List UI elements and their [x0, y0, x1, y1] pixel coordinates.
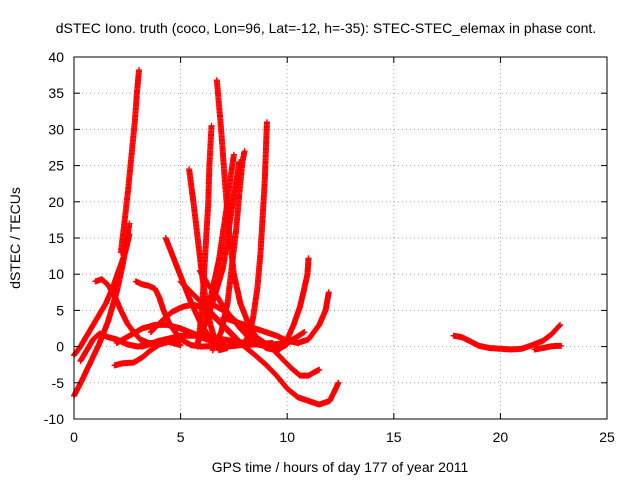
series-track-12 [194, 122, 215, 350]
x-axis-label: GPS time / hours of day 177 of year 2011 [212, 459, 469, 475]
series-markers [117, 67, 142, 256]
y-axis-label: dSTEC / TECUs [7, 187, 23, 289]
series-track-25 [531, 342, 565, 353]
y-tick-label: 15 [48, 230, 64, 246]
series-markers [177, 278, 342, 408]
y-tick-label: 30 [48, 121, 64, 137]
y-tick-label: 35 [48, 85, 64, 101]
series-track-6 [111, 337, 184, 369]
y-tick-label: -5 [52, 375, 65, 391]
y-tick-label: -10 [44, 411, 64, 427]
x-tick-label: 0 [70, 429, 78, 445]
y-tick-label: 5 [56, 302, 64, 318]
series-track-22 [207, 300, 323, 379]
series-markers [531, 342, 565, 353]
y-tick-labels: -10 -5 0 5 10 15 20 25 30 35 40 [44, 49, 64, 427]
tick-marks [73, 56, 608, 420]
series-layer [71, 67, 565, 408]
series-track-23 [177, 278, 342, 408]
x-tick-label: 5 [177, 429, 185, 445]
y-tick-label: 10 [48, 266, 64, 282]
series-track-2 [117, 67, 142, 256]
series-markers [194, 122, 215, 350]
y-tick-label: 0 [56, 339, 64, 355]
grid-lines [74, 57, 607, 419]
x-tick-label: 25 [599, 429, 615, 445]
series-markers [207, 300, 323, 379]
series-markers [111, 337, 184, 369]
y-tick-label: 25 [48, 158, 64, 174]
y-tick-label: 20 [48, 194, 64, 210]
plot-frame [73, 56, 608, 420]
x-tick-label: 20 [493, 429, 509, 445]
x-tick-label: 15 [386, 429, 402, 445]
y-tick-label: 40 [48, 49, 64, 65]
x-tick-labels: 0 5 10 15 20 25 [70, 429, 615, 445]
series-markers [450, 321, 564, 353]
chart-title: dSTEC Iono. truth (coco, Lon=96, Lat=-12… [56, 20, 596, 36]
x-tick-label: 10 [279, 429, 295, 445]
series-track-24 [450, 321, 564, 353]
